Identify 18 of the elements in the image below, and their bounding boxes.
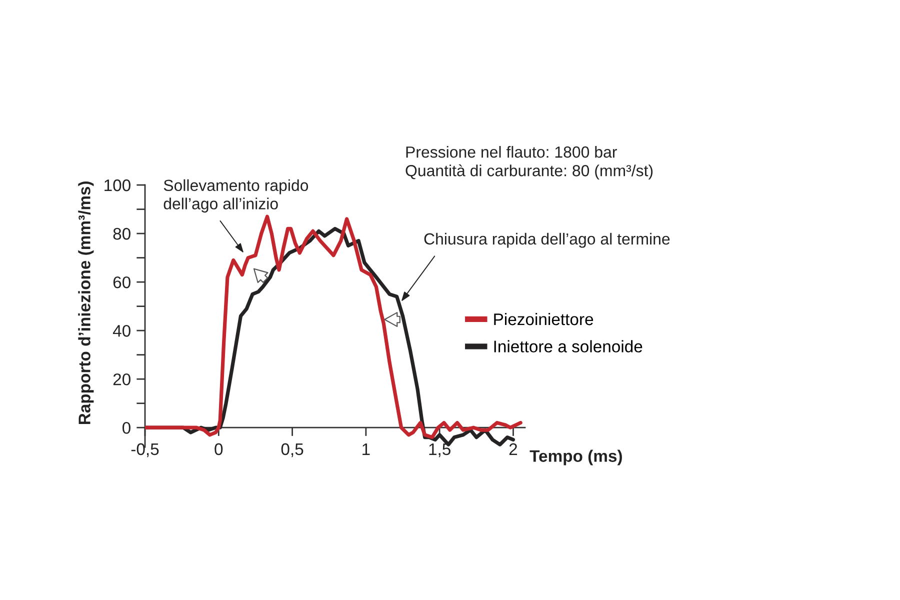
y-tick-label: 20 [113,373,130,386]
legend-label: Iniettore a solenoide [494,340,642,352]
x-axis-title: Tempo (ms) [530,450,622,466]
x-tick-label: 1 [362,443,370,455]
y-axis-title: Rapporto d’iniezione (mm³/ms) [78,182,94,424]
annotation: Sollevamento rapido dell’ago all’inizio [164,179,308,213]
x-tick-label: 2 [509,443,518,455]
y-tick-label: 80 [113,228,130,240]
x-tick-label: -0,5 [131,443,159,458]
x-tick-label: 0,5 [281,443,304,458]
text: Pressione nel flauto: 1800 bar Quantità di carburante: 80 (mm³/st) [406,146,653,180]
annotation: Chiusura rapida dell’ago al termine [424,232,670,248]
y-tick-label: 100 [104,179,130,192]
x-tick-label: 0 [214,443,223,456]
y-tick-label: 60 [113,276,130,288]
y-tick-label: 0 [122,422,130,434]
legend-label: Piezoiniettore [494,312,594,326]
y-tick-label: 40 [112,324,130,337]
